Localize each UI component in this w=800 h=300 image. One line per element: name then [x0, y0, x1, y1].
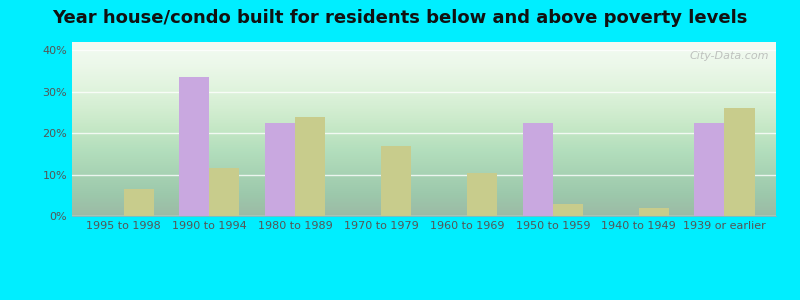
Bar	[638, 208, 669, 216]
Bar	[467, 172, 497, 216]
Bar	[522, 123, 553, 216]
Bar	[381, 146, 411, 216]
Bar	[123, 189, 154, 216]
Bar	[725, 108, 754, 216]
Bar	[694, 123, 725, 216]
Text: City-Data.com: City-Data.com	[690, 51, 769, 61]
Bar	[179, 77, 210, 216]
Bar	[295, 117, 326, 216]
Bar	[265, 123, 295, 216]
Bar	[210, 168, 239, 216]
Text: Year house/condo built for residents below and above poverty levels: Year house/condo built for residents bel…	[52, 9, 748, 27]
Bar	[553, 204, 583, 216]
